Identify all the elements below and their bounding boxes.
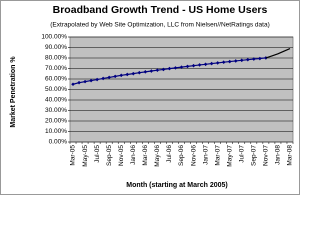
data-point xyxy=(113,74,118,79)
data-point xyxy=(191,63,196,68)
x-tick-label: May-07 xyxy=(226,145,233,167)
chart-subtitle: (Extrapolated by Web Site Optimization, … xyxy=(50,22,270,29)
y-tick-label: 60.00% xyxy=(45,76,67,83)
y-tick-label: 100.00% xyxy=(41,34,67,41)
y-tick-label: 10.00% xyxy=(45,128,67,135)
data-point xyxy=(221,60,226,64)
data-point xyxy=(252,57,256,61)
data-point xyxy=(245,57,250,62)
x-tick-label: Jul-05 xyxy=(94,145,101,163)
y-axis-title: Market Penetration % xyxy=(10,56,17,128)
x-tick-label: Sep-06 xyxy=(178,145,185,166)
data-point xyxy=(95,77,99,82)
chart-title: Broadband Growth Trend - US Home Users xyxy=(53,4,268,16)
series-line xyxy=(265,47,291,59)
x-tick-label: Jan-08 xyxy=(275,145,282,165)
data-point xyxy=(161,67,166,72)
data-point xyxy=(215,61,220,65)
data-point xyxy=(197,63,202,67)
data-point xyxy=(185,64,190,69)
data-point xyxy=(179,65,184,69)
data-point xyxy=(125,72,130,77)
data-point xyxy=(233,59,238,63)
data-point xyxy=(77,80,81,85)
data-point xyxy=(119,73,124,78)
data-point xyxy=(101,76,105,81)
x-tick-label: Jul-07 xyxy=(238,145,245,163)
data-point xyxy=(209,61,214,66)
data-point xyxy=(155,68,160,72)
data-point xyxy=(258,56,262,61)
y-tick-label: 50.00% xyxy=(45,86,67,93)
data-point xyxy=(167,66,172,71)
x-tick-label: Jan-07 xyxy=(202,145,209,165)
y-tick-label: 20.00% xyxy=(45,118,67,125)
data-point xyxy=(89,78,93,83)
x-tick-label: Mar-05 xyxy=(70,145,77,166)
x-tick-label: Nov-06 xyxy=(190,145,197,166)
chart: Broadband Growth Trend - US Home Users (… xyxy=(0,0,300,195)
y-tick-label: 90.00% xyxy=(45,44,67,51)
x-tick-label: Nov-05 xyxy=(118,145,125,166)
data-point xyxy=(227,59,232,64)
data-point xyxy=(143,70,148,74)
x-tick-label: Sep-07 xyxy=(251,145,258,166)
x-tick-label: Sep-05 xyxy=(106,145,113,166)
x-tick-label: Mar-08 xyxy=(287,145,294,166)
x-tick-label: Jan-06 xyxy=(130,145,137,165)
y-tick-label: 40.00% xyxy=(45,97,67,104)
data-point xyxy=(203,62,208,67)
data-point xyxy=(107,75,111,80)
x-tick-label: Jul-06 xyxy=(166,145,173,163)
data-point xyxy=(149,69,154,73)
data-point xyxy=(83,79,87,84)
y-tick-label: 30.00% xyxy=(45,107,67,114)
x-tick-label: Mar-06 xyxy=(142,145,149,166)
x-tick-label: Nov-07 xyxy=(263,145,270,166)
x-axis-title: Month (starting at March 2005) xyxy=(126,182,228,189)
data-point xyxy=(131,71,136,76)
data-point xyxy=(137,70,142,75)
y-tick-label: 0.00% xyxy=(49,139,68,146)
data-point xyxy=(239,58,244,63)
y-tick-label: 70.00% xyxy=(45,65,67,72)
x-tick-label: Mar-07 xyxy=(214,145,221,166)
y-tick-label: 80.00% xyxy=(45,55,67,62)
data-point xyxy=(173,66,178,70)
data-point xyxy=(71,82,75,87)
x-tick-label: May-06 xyxy=(154,145,161,167)
x-tick-label: May-05 xyxy=(82,145,89,167)
